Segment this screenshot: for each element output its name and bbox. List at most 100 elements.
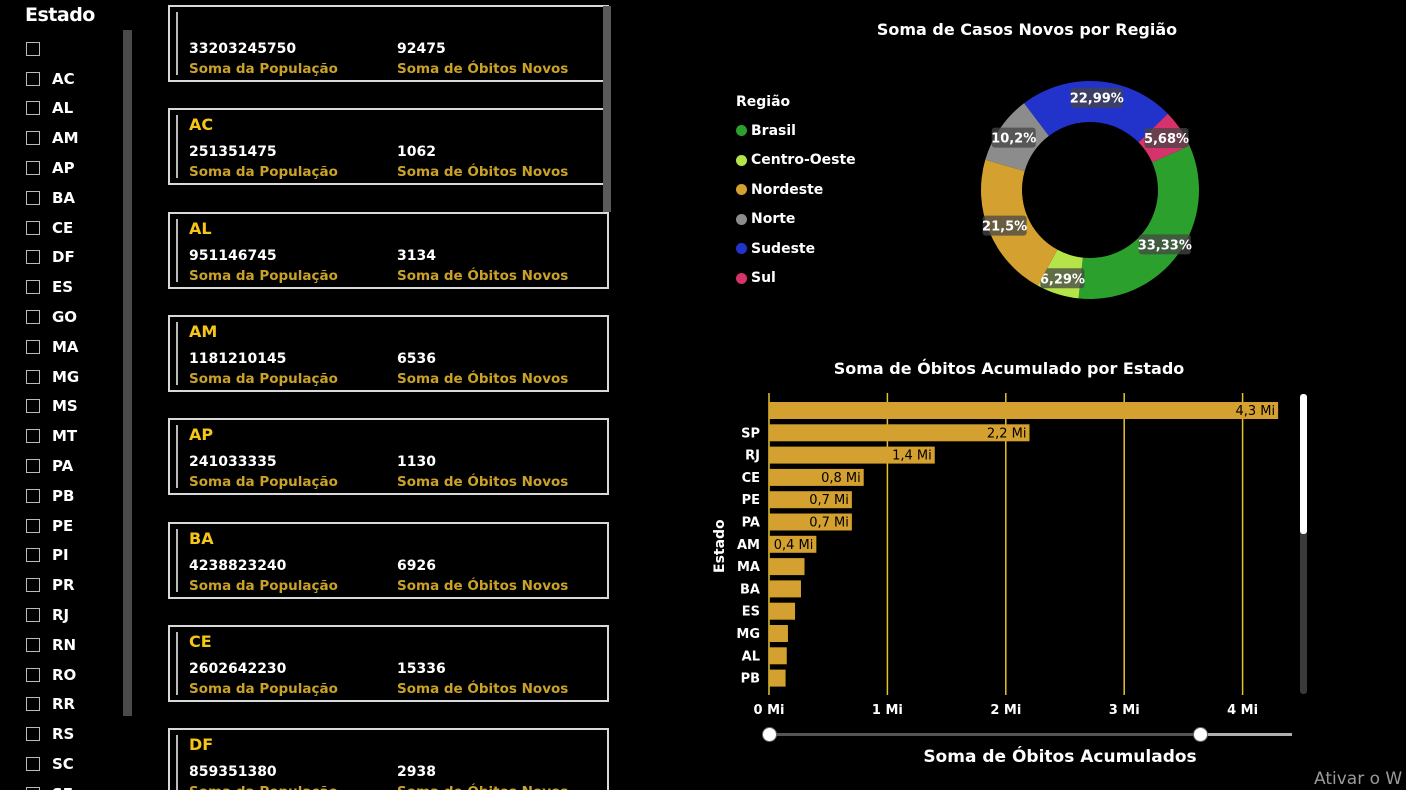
checkbox[interactable] <box>26 757 40 772</box>
bar-pb[interactable] <box>769 669 786 687</box>
slicer-item-sc[interactable]: SC <box>26 749 126 779</box>
legend-item[interactable]: Centro-Oeste <box>736 146 856 176</box>
slicer-item-ap[interactable]: AP <box>26 153 126 183</box>
donut-slice-sudeste[interactable] <box>1024 80 1168 143</box>
checkbox[interactable] <box>26 459 40 474</box>
slicer-item-ro[interactable]: RO <box>26 660 126 690</box>
bar-pe[interactable] <box>769 491 852 509</box>
slicer-item-label: PB <box>52 486 75 505</box>
legend-item[interactable]: Sudeste <box>736 234 856 264</box>
y-tick-label: CE <box>742 471 760 486</box>
slicer-item-pi[interactable]: PI <box>26 541 126 571</box>
slicer-item-rn[interactable]: RN <box>26 630 126 660</box>
bar-es[interactable] <box>769 602 796 620</box>
bar-total[interactable] <box>769 402 1279 419</box>
slicer-item-ma[interactable]: MA <box>26 332 126 362</box>
range-end-handle[interactable] <box>1193 727 1208 742</box>
range-start-handle[interactable] <box>762 727 777 742</box>
bar-chart[interactable]: 0 Mi 1 Mi 2 Mi 3 Mi 4 Mi 4,3 Mi SP 2,2 Mi RJ 1,4 … <box>700 385 1300 725</box>
checkbox[interactable] <box>26 161 40 176</box>
card-deaths-label: Soma de Óbitos Novos <box>397 61 569 77</box>
slicer-item-ac[interactable]: AC <box>26 64 126 94</box>
scrollbar-thumb[interactable] <box>1300 394 1307 534</box>
slicer-item-pa[interactable]: PA <box>26 451 126 481</box>
data-label-bg <box>1040 268 1085 289</box>
legend-item[interactable]: Nordeste <box>736 175 856 205</box>
card-population-label: Soma da População <box>189 61 338 77</box>
slicer-item-se[interactable]: SE <box>26 779 126 790</box>
checkbox[interactable] <box>26 220 40 235</box>
state-card: AL 951146745 3134 Soma da População Soma de … <box>168 212 609 289</box>
bar-rj[interactable] <box>769 446 935 464</box>
checkbox[interactable] <box>26 608 40 623</box>
checkbox[interactable] <box>26 339 40 354</box>
card-population-value: 251351475 <box>189 144 277 160</box>
checkbox[interactable] <box>26 369 40 384</box>
checkbox[interactable] <box>26 41 40 56</box>
slicer-scrollbar[interactable] <box>123 30 132 716</box>
checkbox[interactable] <box>26 399 40 414</box>
bar-sp[interactable] <box>769 424 1030 442</box>
slicer-item-blank[interactable] <box>26 34 126 64</box>
slicer-item-rj[interactable]: RJ <box>26 600 126 630</box>
slicer-item-df[interactable]: DF <box>26 243 126 273</box>
checkbox[interactable] <box>26 131 40 146</box>
legend-item[interactable]: Sul <box>736 264 856 294</box>
card-population-label: Soma da População <box>189 784 338 790</box>
slicer-item-pb[interactable]: PB <box>26 481 126 511</box>
slicer-item-pe[interactable]: PE <box>26 511 126 541</box>
slicer-item-pr[interactable]: PR <box>26 570 126 600</box>
bar-al[interactable] <box>769 647 787 665</box>
bar-pa[interactable] <box>769 513 852 531</box>
legend-item[interactable]: Brasil <box>736 116 856 146</box>
donut-data-label: 10,2% <box>991 132 1036 147</box>
slicer-item-ce[interactable]: CE <box>26 213 126 243</box>
slicer-item-al[interactable]: AL <box>26 94 126 124</box>
bar-ma[interactable] <box>769 558 805 576</box>
checkbox[interactable] <box>26 101 40 116</box>
checkbox[interactable] <box>26 697 40 712</box>
bar-am[interactable] <box>769 535 817 553</box>
slicer-item-ba[interactable]: BA <box>26 183 126 213</box>
slicer-item-label: SE <box>52 785 73 790</box>
checkbox[interactable] <box>26 518 40 533</box>
legend-item[interactable]: Norte <box>736 205 856 235</box>
checkbox[interactable] <box>26 71 40 86</box>
checkbox[interactable] <box>26 578 40 593</box>
checkbox[interactable] <box>26 548 40 563</box>
checkbox[interactable] <box>26 280 40 295</box>
slicer-item-rs[interactable]: RS <box>26 719 126 749</box>
donut-slice-brasil[interactable] <box>1078 145 1199 299</box>
legend-label: Norte <box>751 211 796 228</box>
card-accent-bar <box>176 425 178 488</box>
slicer-item-am[interactable]: AM <box>26 123 126 153</box>
slicer-item-mg[interactable]: MG <box>26 362 126 392</box>
checkbox[interactable] <box>26 250 40 265</box>
checkbox[interactable] <box>26 488 40 503</box>
slicer-item-rr[interactable]: RR <box>26 690 126 720</box>
donut-chart[interactable]: 10,2% 22,99% 5,68% 33,33% 6,29% 21,5% <box>968 75 1212 319</box>
checkbox[interactable] <box>26 429 40 444</box>
slicer-item-es[interactable]: ES <box>26 272 126 302</box>
checkbox[interactable] <box>26 667 40 682</box>
bar-ce[interactable] <box>769 468 864 486</box>
card-population-value: 241033335 <box>189 454 277 470</box>
slicer-item-ms[interactable]: MS <box>26 392 126 422</box>
y-axis-title: Estado <box>712 519 728 573</box>
checkbox[interactable] <box>26 727 40 742</box>
cards-scrollbar[interactable] <box>603 6 611 212</box>
slicer-item-label: RJ <box>52 606 70 625</box>
checkbox[interactable] <box>26 310 40 325</box>
bar-chart-scrollbar[interactable] <box>1300 394 1307 694</box>
bar-data-label: 0,8 Mi <box>821 471 861 486</box>
bar-mg[interactable] <box>769 625 788 642</box>
x-range-slider[interactable] <box>762 727 1296 742</box>
slicer-item-mt[interactable]: MT <box>26 421 126 451</box>
slicer-item-go[interactable]: GO <box>26 302 126 332</box>
slicer-item-label: PE <box>52 516 74 535</box>
checkbox[interactable] <box>26 786 40 790</box>
state-card: 33203245750 92475 Soma da População Soma de… <box>168 5 609 82</box>
checkbox[interactable] <box>26 637 40 652</box>
bar-ba[interactable] <box>769 580 801 598</box>
checkbox[interactable] <box>26 190 40 205</box>
